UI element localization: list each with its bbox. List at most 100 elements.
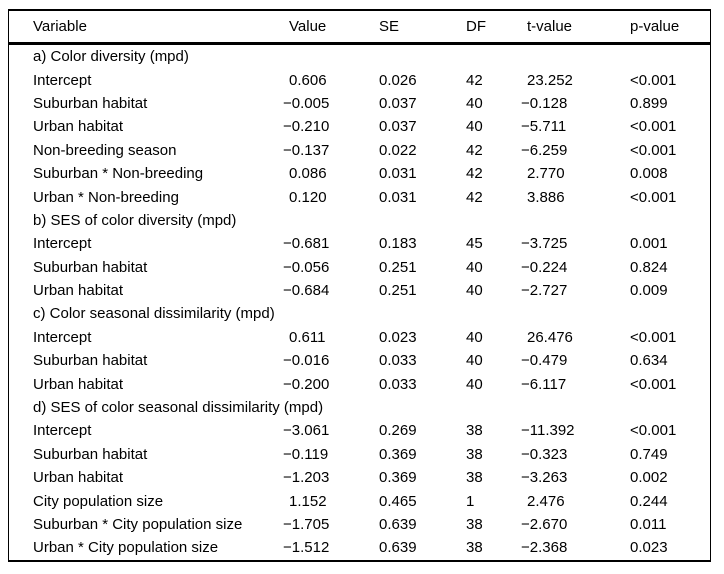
section-label: a) Color diversity (mpd) (33, 48, 189, 66)
df-cell: 40 (466, 118, 483, 136)
variable-cell: Intercept (33, 328, 92, 346)
value-cell: −0.005 (283, 94, 330, 112)
variable-cell: Intercept (33, 235, 92, 253)
value-cell: −0.210 (283, 118, 330, 136)
t-value-cell: −6.259 (521, 141, 568, 159)
table-row: Suburban * City population size −1.705 0… (9, 513, 710, 536)
p-value-cell: 0.749 (630, 445, 668, 463)
p-value-cell: <0.001 (630, 141, 677, 159)
df-cell: 40 (466, 352, 483, 370)
p-value-cell: 0.011 (630, 516, 667, 533)
se-cell: 0.639 (379, 516, 417, 533)
variable-cell: Suburban * Non-breeding (33, 165, 204, 183)
section-header-row: d) SES of color seasonal dissimilarity (… (9, 396, 710, 419)
table-row: Suburban * Non-breeding 0.086 0.031 42 2… (9, 162, 710, 185)
p-value-cell: 0.002 (630, 469, 668, 487)
column-header-se: SE (379, 18, 400, 35)
se-cell: 0.183 (379, 235, 417, 253)
p-value-cell: <0.001 (630, 375, 677, 393)
table-row: Suburban habitat −0.119 0.369 38 −0.323 … (9, 443, 710, 466)
value-cell: 0.606 (289, 71, 327, 89)
variable-cell: Urban habitat (33, 118, 124, 136)
t-value-cell: 3.886 (527, 188, 565, 206)
p-value-cell: <0.001 (630, 188, 677, 206)
se-cell: 0.639 (379, 539, 417, 557)
table-row: Urban habitat −0.684 0.251 40 −2.727 0.0… (9, 279, 710, 302)
p-value-cell: 0.008 (630, 165, 668, 183)
df-cell: 38 (466, 539, 483, 557)
t-value-cell: −2.368 (521, 539, 568, 557)
value-cell: −0.119 (283, 445, 329, 463)
variable-cell: City population size (33, 492, 164, 510)
value-cell: 0.611 (289, 328, 326, 346)
df-cell: 40 (466, 375, 483, 393)
value-cell: −1.203 (283, 469, 330, 487)
se-cell: 0.369 (379, 445, 417, 463)
se-cell: 0.031 (379, 188, 417, 206)
se-cell: 0.033 (379, 352, 417, 370)
t-value-cell: −5.711 (521, 118, 567, 136)
section-label: b) SES of color diversity (mpd) (33, 211, 237, 229)
t-value-cell: −11.392 (521, 422, 575, 440)
variable-cell: Suburban habitat (33, 94, 148, 112)
df-cell: 40 (466, 328, 483, 346)
t-value-cell: −0.224 (521, 258, 568, 276)
variable-cell: Urban habitat (33, 375, 124, 393)
se-cell: 0.251 (379, 282, 417, 300)
variable-cell: Urban * Non-breeding (33, 188, 179, 206)
p-value-cell: <0.001 (630, 71, 677, 89)
se-cell: 0.037 (379, 118, 417, 136)
value-cell: −0.684 (283, 282, 330, 300)
column-header-df: DF (466, 18, 486, 35)
t-value-cell: −2.727 (521, 282, 568, 300)
variable-cell: Non-breeding season (33, 141, 177, 159)
value-cell: −0.056 (283, 258, 330, 276)
p-value-cell: 0.899 (630, 94, 668, 112)
df-cell: 40 (466, 94, 483, 112)
section-header-row: b) SES of color diversity (mpd) (9, 209, 710, 232)
t-value-cell: −3.263 (521, 469, 568, 487)
df-cell: 1 (466, 492, 475, 510)
df-cell: 40 (466, 282, 483, 300)
se-cell: 0.269 (379, 422, 417, 440)
p-value-cell: 0.001 (630, 235, 668, 253)
table-row: Urban habitat −0.200 0.033 40 −6.117 <0.… (9, 372, 710, 395)
table-row: Intercept −0.681 0.183 45 −3.725 0.001 (9, 232, 710, 255)
section-label: d) SES of color seasonal dissimilarity (… (33, 399, 324, 417)
se-cell: 0.022 (379, 141, 417, 159)
value-cell: 0.086 (289, 165, 327, 183)
df-cell: 42 (466, 71, 483, 89)
table-row: Urban * Non-breeding 0.120 0.031 42 3.88… (9, 185, 710, 208)
section-header-row: a) Color diversity (mpd) (9, 45, 710, 68)
table-row: Suburban habitat −0.056 0.251 40 −0.224 … (9, 256, 710, 279)
p-value-cell: 0.634 (630, 352, 668, 370)
df-cell: 45 (466, 235, 483, 253)
column-header-t-value: t-value (527, 18, 573, 35)
value-cell: −1.705 (283, 516, 330, 533)
se-cell: 0.369 (379, 469, 417, 487)
df-cell: 42 (466, 165, 483, 183)
variable-cell: Intercept (33, 422, 92, 440)
section-label: c) Color seasonal dissimilarity (mpd) (33, 305, 275, 323)
df-cell: 38 (466, 516, 483, 533)
column-header-p-value: p-value (630, 18, 680, 35)
p-value-cell: 0.023 (630, 539, 668, 557)
table-row: Non-breeding season −0.137 0.022 42 −6.2… (9, 139, 710, 162)
value-cell: −0.681 (283, 235, 330, 253)
variable-cell: Intercept (33, 71, 92, 89)
p-value-cell: 0.244 (630, 492, 668, 510)
df-cell: 40 (466, 258, 483, 276)
se-cell: 0.037 (379, 94, 417, 112)
variable-cell: Suburban * City population size (33, 516, 243, 533)
value-cell: −1.512 (283, 539, 330, 557)
column-header-value: Value (289, 18, 327, 35)
value-cell: 0.120 (289, 188, 327, 206)
t-value-cell: 26.476 (527, 328, 573, 346)
p-value-cell: <0.001 (630, 328, 677, 346)
p-value-cell: <0.001 (630, 422, 677, 440)
value-cell: −3.061 (283, 422, 330, 440)
t-value-cell: 2.770 (527, 165, 565, 183)
variable-cell: Suburban habitat (33, 258, 148, 276)
table-row: Suburban habitat −0.005 0.037 40 −0.128 … (9, 92, 710, 115)
